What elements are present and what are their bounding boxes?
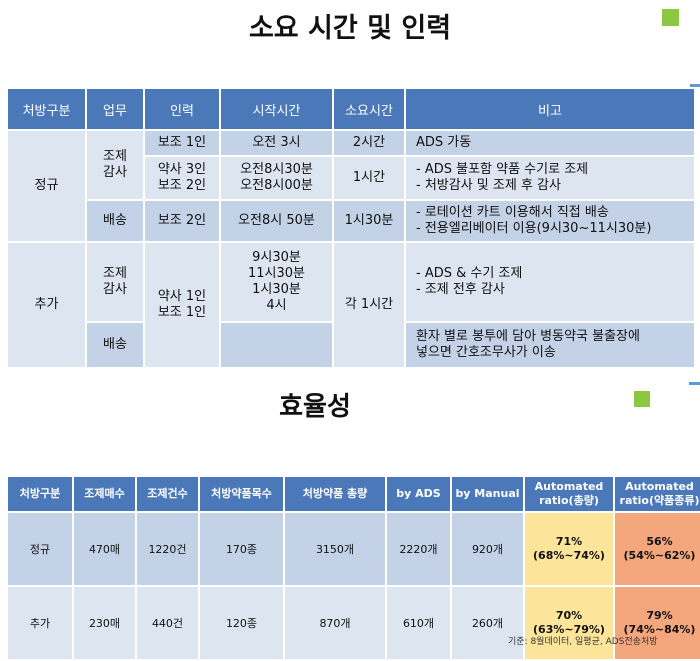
- duration-cell: 각 1시간: [332, 241, 406, 369]
- header-cell: 시작시간: [219, 87, 334, 131]
- table-header-row: 처방구분 조제매수 조제건수 처방약품목수 처방약품 총량 by ADS by …: [6, 475, 700, 513]
- task-delivery-extra: 배송: [85, 321, 145, 369]
- table-row: 추가 230매 440건 120종 870개 610개 260개 70% (63…: [6, 585, 700, 661]
- start-cell: 오전8시 50분: [219, 199, 334, 243]
- header-cell: 업무: [85, 87, 145, 131]
- staff-cell: 보조 2인: [143, 199, 221, 243]
- header-cell: by ADS: [385, 475, 452, 513]
- duration-cell: 1시30분: [332, 199, 406, 243]
- ratio-total-cell: 71% (68%~74%): [523, 511, 615, 587]
- table-row: 약사 3인 보조 2인 오전8시30분 오전8시00분 1시간 - ADS 불포…: [7, 155, 696, 201]
- section1-title: 소요 시간 및 인력: [248, 13, 452, 44]
- manual-cell: 920개: [450, 511, 525, 587]
- duration-cell: 2시간: [332, 129, 406, 157]
- footnote: 기준: 8월데이터, 일평균, ADS전송처방: [508, 637, 658, 647]
- note-cell: - ADS 불포함 약품 수기로 조제 - 처방감사 및 조제 후 감사: [404, 155, 696, 201]
- note-cell: - 로테이션 카트 이용해서 직접 배송 - 전용엘리베이터 이용(9시30~1…: [404, 199, 696, 243]
- header-cell: Automated ratio(총량): [523, 475, 615, 513]
- cases-cell: 440건: [135, 585, 200, 661]
- blue-tick-decoration: [690, 84, 700, 87]
- ads-cell: 610개: [385, 585, 452, 661]
- total-cell: 870개: [283, 585, 387, 661]
- manual-cell: 260개: [450, 585, 525, 661]
- header-cell: 처방구분: [6, 87, 87, 131]
- task-delivery-regular: 배송: [85, 199, 145, 243]
- header-cell: 비고: [404, 87, 696, 131]
- staff-cell: 보조 1인: [143, 129, 221, 157]
- staff-cell: 약사 3인 보조 2인: [143, 155, 221, 201]
- note-cell: ADS 가동: [404, 129, 696, 157]
- table-row: 배송 보조 2인 오전8시 50분 1시30분 - 로테이션 카트 이용해서 직…: [7, 199, 696, 243]
- ratio-total-cell: 70% (63%~79%): [523, 585, 615, 661]
- blue-tick-decoration: [689, 382, 700, 385]
- cases-cell: 1220건: [135, 511, 200, 587]
- header-cell: 조제건수: [135, 475, 200, 513]
- start-cell: 오전 3시: [219, 129, 334, 157]
- total-cell: 3150개: [283, 511, 387, 587]
- staff-cell: 약사 1인 보조 1인: [143, 241, 221, 369]
- start-cell-empty: [219, 321, 334, 369]
- sheets-cell: 470매: [72, 511, 137, 587]
- section2-title: 효율성: [279, 392, 351, 422]
- staff-time-table: 처방구분 업무 인력 시작시간 소요시간 비고 정규 조제 감사 보조 1인 오전…: [6, 87, 696, 369]
- header-cell: 인력: [143, 87, 221, 131]
- header-cell: Automated ratio(약품종류): [613, 475, 700, 513]
- table-header-row: 처방구분 업무 인력 시작시간 소요시간 비고: [6, 87, 696, 131]
- ratio-kind-cell: 56% (54%~62%): [613, 511, 700, 587]
- task-prep-extra: 조제 감사: [85, 241, 145, 323]
- header-cell: 처방약품 총량: [283, 475, 387, 513]
- header-cell: 처방구분: [6, 475, 74, 513]
- header-cell: 조제매수: [72, 475, 137, 513]
- table-row: 정규 470매 1220건 170종 3150개 2220개 920개 71% …: [6, 511, 700, 587]
- task-prep-regular: 조제 감사: [85, 129, 145, 201]
- efficiency-table: 처방구분 조제매수 조제건수 처방약품목수 처방약품 총량 by ADS by …: [6, 475, 700, 661]
- sheets-cell: 230매: [72, 585, 137, 661]
- category-cell: 추가: [6, 585, 74, 661]
- category-cell: 정규: [6, 511, 74, 587]
- items-cell: 170종: [198, 511, 285, 587]
- table-row: 배송 환자 별로 봉투에 담아 병동약국 불출장에 넣으면 간호조무사가 이송: [7, 321, 696, 369]
- duration-cell: 1시간: [332, 155, 406, 201]
- header-cell: 처방약품목수: [198, 475, 285, 513]
- ads-cell: 2220개: [385, 511, 452, 587]
- green-square-icon: [634, 391, 650, 407]
- header-cell: by Manual: [450, 475, 525, 513]
- table-row: 정규 조제 감사 보조 1인 오전 3시 2시간 ADS 가동: [6, 129, 696, 243]
- start-cell: 오전8시30분 오전8시00분: [219, 155, 334, 201]
- category-regular: 정규: [6, 129, 87, 243]
- start-cell: 9시30분 11시30분 1시30분 4시: [219, 241, 334, 323]
- green-square-icon: [662, 9, 679, 26]
- ratio-kind-cell: 79% (74%~84%): [613, 585, 700, 661]
- note-cell: - ADS & 수기 조제 - 조제 전후 감사: [404, 241, 696, 323]
- category-extra: 추가: [6, 241, 87, 369]
- table-row: 추가 조제 감사 약사 1인 보조 1인 9시30분 11시30분 1시30분 4…: [6, 241, 696, 369]
- note-cell: 환자 별로 봉투에 담아 병동약국 불출장에 넣으면 간호조무사가 이송: [404, 321, 696, 369]
- items-cell: 120종: [198, 585, 285, 661]
- header-cell: 소요시간: [332, 87, 406, 131]
